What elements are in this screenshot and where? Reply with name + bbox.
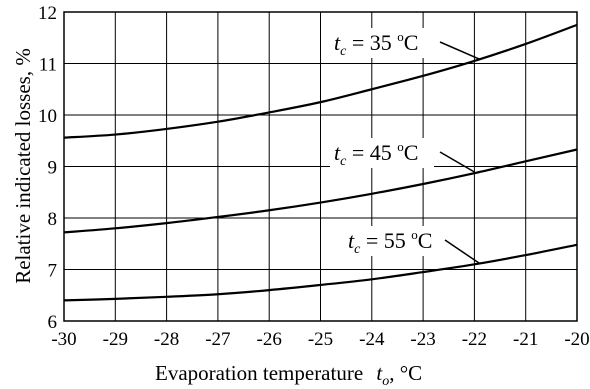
y-tick-label-6: 12 [38, 3, 57, 24]
x-tick-label-7: -23 [410, 329, 435, 350]
series-label-backing-1 [330, 138, 434, 168]
y-tick-label-1: 7 [48, 261, 58, 282]
x-tick-label-3: -27 [205, 329, 230, 350]
y-tick-label-5: 11 [39, 55, 57, 76]
series-label-2-unit: C [418, 228, 433, 253]
series-label-2-symbol: t [348, 228, 355, 253]
series-label-2-value: = 55 [360, 228, 411, 253]
series-label-2-subscript: c [354, 242, 361, 257]
series-lines [63, 23, 578, 302]
series-line-2 [63, 243, 578, 302]
plot-frame [63, 11, 578, 322]
series-label-1: tc = 45 oC [334, 139, 418, 169]
series-label-1-unit: C [404, 140, 419, 165]
series-label-0-symbol: t [334, 30, 341, 55]
x-tick-label-0: -30 [51, 329, 76, 350]
x-tick-label-4: -26 [257, 329, 282, 350]
series-line-0 [63, 23, 578, 139]
x-axis-label-subscript: o [382, 374, 389, 389]
x-tick-labels: -30 -29 -28 -27 -26 -25 -24 -23 -22 -21 -20 [51, 329, 589, 350]
x-tick-label-5: -25 [308, 329, 333, 350]
x-axis-label-symbol: t [376, 361, 383, 385]
series-label-0: tc = 35 oC [334, 29, 418, 59]
series-line-1 [63, 148, 578, 234]
series-label-backing-0 [330, 28, 434, 58]
x-tick-label-8: -22 [462, 329, 487, 350]
x-tick-label-10: -20 [564, 329, 589, 350]
series-label-0-value: = 35 [346, 30, 397, 55]
x-axis-label: Evaporation temperature to, °C [155, 361, 422, 389]
y-tick-labels: 6 7 8 9 10 11 12 [38, 3, 57, 333]
x-tick-label-6: -24 [359, 329, 385, 350]
series-leader-line-1 [439, 151, 475, 173]
series-label-2: tc = 55 oC [348, 227, 432, 257]
series-label-1-subscript: c [340, 154, 347, 169]
y-tick-label-4: 10 [38, 106, 57, 127]
series-label-1-value: = 45 [346, 140, 397, 165]
series-leader-line-0 [439, 41, 480, 60]
y-tick-label-0: 6 [48, 312, 58, 333]
x-tick-label-9: -21 [513, 329, 538, 350]
series-label-0-sup: o [397, 29, 404, 44]
y-tick-label-3: 9 [48, 158, 58, 179]
series-label-backing-2 [344, 226, 448, 256]
x-axis-label-unit: , °C [389, 361, 422, 385]
y-tick-label-2: 8 [48, 209, 58, 230]
series-label-1-sup: o [397, 139, 404, 154]
x-axis-label-text: Evaporation temperature [155, 361, 363, 385]
series-label-0-unit: C [404, 30, 419, 55]
x-tick-label-1: -29 [103, 329, 128, 350]
series-leader-line-2 [444, 239, 480, 265]
series-label-0-subscript: c [340, 44, 347, 59]
series-label-1-symbol: t [334, 140, 341, 165]
y-axis-label: Relative indicated losses, % [11, 48, 35, 284]
x-tick-label-2: -28 [154, 329, 179, 350]
series-label-2-sup: o [411, 227, 418, 242]
